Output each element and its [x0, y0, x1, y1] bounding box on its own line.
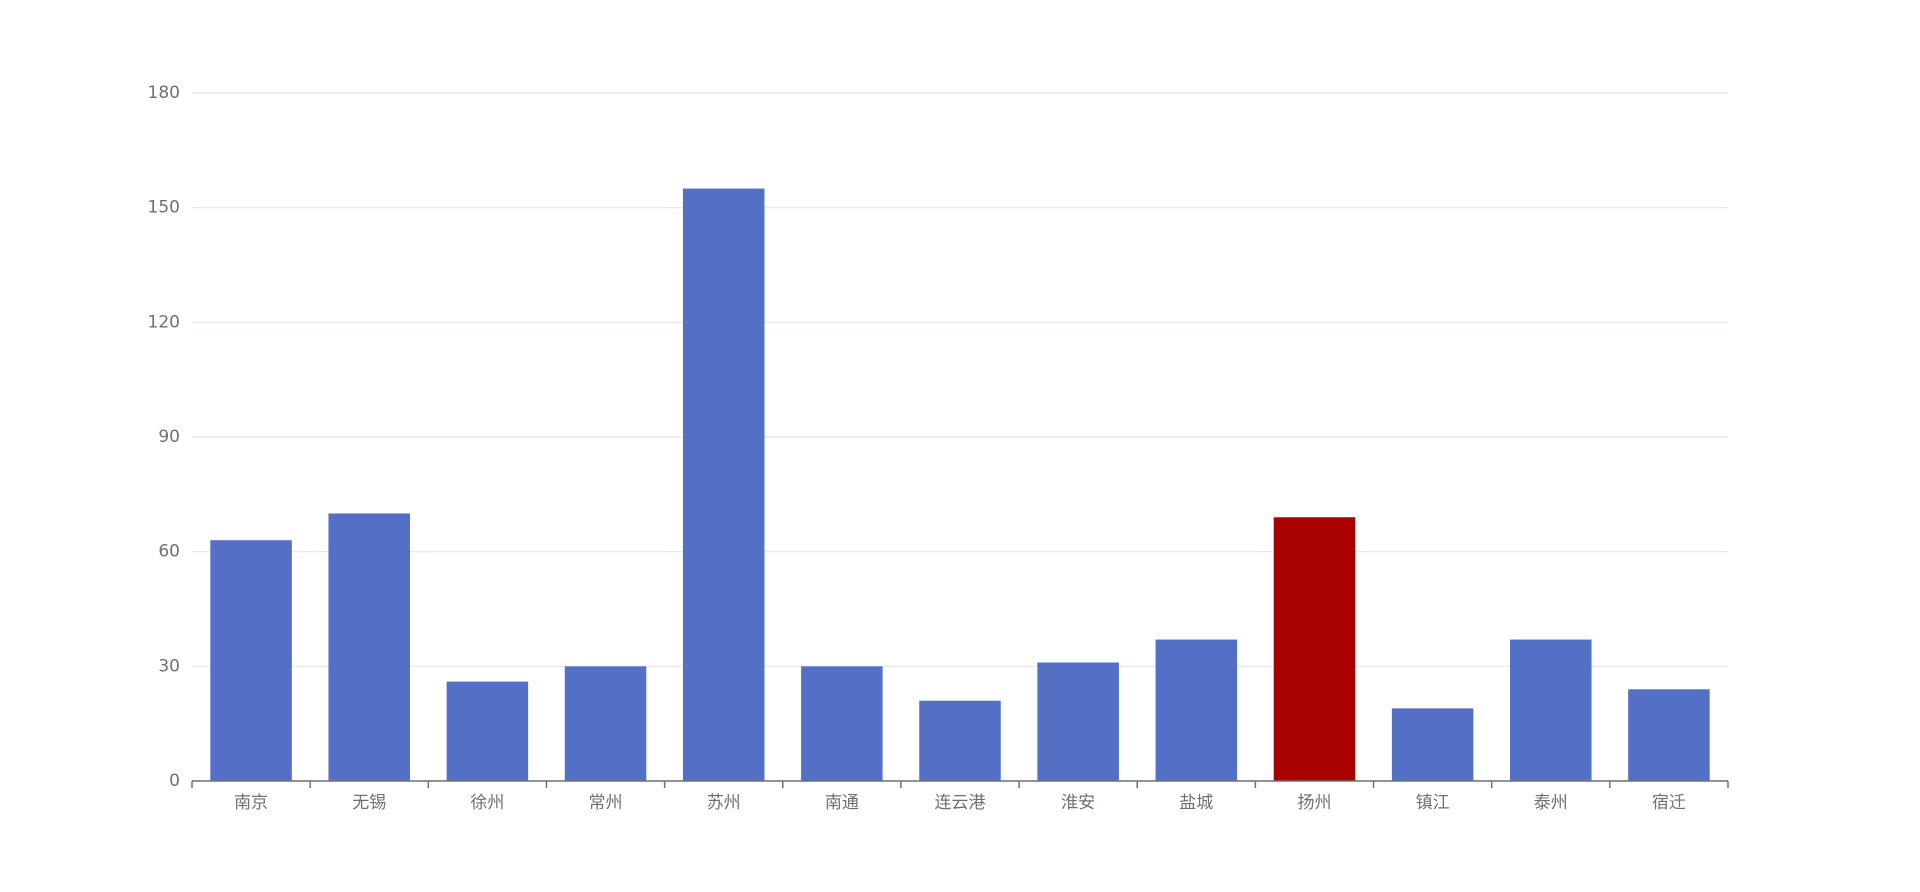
x-tick-label: 盐城 — [1179, 793, 1213, 813]
bar — [1155, 639, 1238, 781]
x-tick-label: 泰州 — [1534, 793, 1568, 813]
y-tick-label: 90 — [158, 427, 180, 447]
bar — [1273, 517, 1356, 781]
y-tick-label: 30 — [158, 656, 180, 676]
y-tick-label: 120 — [148, 312, 180, 332]
y-tick-label: 60 — [158, 542, 180, 562]
bar — [446, 681, 529, 781]
bar — [801, 666, 883, 781]
x-tick-label: 连云港 — [935, 793, 986, 813]
bar — [1391, 708, 1474, 781]
bar — [1628, 689, 1710, 781]
x-tick-label: 宿迁 — [1652, 793, 1686, 813]
y-tick-label: 180 — [148, 83, 180, 103]
y-tick-label: 0 — [169, 771, 180, 791]
bar — [564, 666, 647, 781]
x-tick-label: 苏州 — [707, 793, 741, 813]
x-tick-label: 无锡 — [352, 793, 386, 813]
x-tick-label: 南通 — [825, 793, 859, 813]
y-tick-label: 150 — [148, 198, 180, 218]
x-tick-label: 淮安 — [1061, 793, 1095, 813]
x-tick-label: 镇江 — [1416, 793, 1450, 813]
x-tick-label: 常州 — [589, 793, 623, 813]
bar — [210, 540, 292, 781]
x-tick-label: 南京 — [234, 793, 268, 813]
bar — [919, 700, 1001, 781]
bar — [1037, 662, 1119, 781]
x-tick-label: 扬州 — [1297, 793, 1331, 813]
x-tick-label: 徐州 — [470, 793, 504, 813]
bar — [682, 188, 765, 782]
bar — [328, 513, 410, 781]
bar — [1510, 639, 1592, 781]
